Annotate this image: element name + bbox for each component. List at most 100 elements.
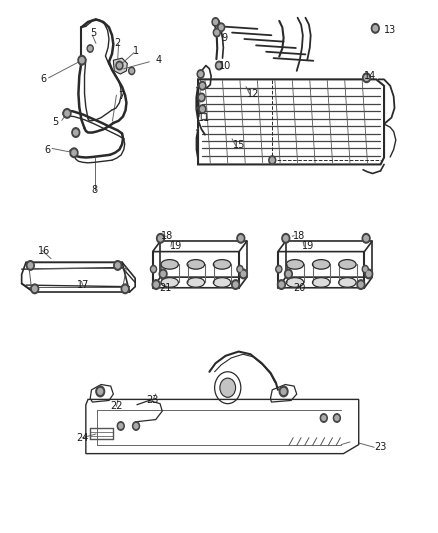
Text: 9: 9 [221, 33, 227, 43]
Circle shape [152, 267, 155, 271]
Circle shape [269, 156, 276, 165]
Circle shape [276, 265, 282, 273]
Text: 23: 23 [146, 395, 159, 406]
Circle shape [219, 25, 223, 30]
Ellipse shape [161, 278, 178, 287]
Text: 10: 10 [219, 61, 231, 70]
Text: 15: 15 [233, 140, 246, 150]
Circle shape [80, 58, 84, 63]
Circle shape [197, 70, 204, 78]
Circle shape [286, 271, 290, 277]
Ellipse shape [286, 278, 304, 287]
Ellipse shape [312, 278, 330, 287]
Circle shape [88, 46, 92, 51]
Circle shape [218, 23, 225, 31]
Circle shape [363, 73, 371, 83]
Circle shape [362, 233, 370, 243]
Text: 22: 22 [110, 401, 123, 411]
Circle shape [32, 286, 37, 292]
Circle shape [201, 83, 205, 88]
Text: 11: 11 [198, 112, 210, 123]
Text: 17: 17 [77, 280, 89, 290]
Text: 12: 12 [247, 88, 260, 99]
Circle shape [161, 271, 165, 277]
Circle shape [212, 18, 219, 26]
Circle shape [373, 26, 378, 31]
Circle shape [371, 23, 379, 33]
Circle shape [150, 265, 156, 273]
Ellipse shape [161, 260, 178, 269]
Text: 6: 6 [45, 144, 51, 155]
Circle shape [134, 424, 138, 429]
Text: 14: 14 [364, 71, 376, 81]
Circle shape [237, 265, 243, 273]
Circle shape [282, 233, 290, 243]
Circle shape [285, 269, 292, 279]
Circle shape [199, 105, 206, 114]
Circle shape [152, 280, 160, 289]
Circle shape [117, 422, 124, 430]
Circle shape [281, 389, 286, 394]
Circle shape [220, 378, 236, 397]
Circle shape [26, 261, 34, 270]
Circle shape [121, 284, 129, 294]
Text: 2: 2 [115, 38, 121, 48]
Circle shape [233, 282, 238, 287]
Circle shape [133, 422, 140, 430]
Circle shape [114, 261, 122, 270]
Circle shape [96, 386, 105, 397]
Ellipse shape [286, 260, 304, 269]
Text: 6: 6 [40, 74, 46, 84]
Circle shape [31, 284, 39, 294]
Text: 5: 5 [90, 28, 96, 38]
Circle shape [215, 30, 219, 35]
Circle shape [239, 236, 243, 241]
Ellipse shape [213, 278, 231, 287]
Circle shape [98, 389, 102, 394]
Circle shape [116, 61, 123, 70]
Circle shape [198, 93, 205, 102]
Circle shape [65, 111, 69, 116]
Polygon shape [113, 58, 127, 74]
Text: 20: 20 [293, 283, 306, 293]
Circle shape [72, 128, 80, 138]
Text: 21: 21 [159, 283, 172, 293]
Circle shape [154, 282, 158, 287]
Ellipse shape [312, 260, 330, 269]
Text: 1: 1 [133, 46, 139, 56]
Circle shape [215, 61, 223, 70]
Circle shape [70, 148, 78, 158]
Text: 19: 19 [170, 241, 182, 251]
Text: 23: 23 [374, 442, 386, 452]
Ellipse shape [339, 260, 356, 269]
Circle shape [359, 282, 363, 287]
Circle shape [200, 95, 204, 100]
Circle shape [78, 55, 86, 65]
Circle shape [119, 424, 123, 429]
Circle shape [63, 109, 71, 118]
Circle shape [364, 236, 368, 241]
Circle shape [322, 416, 326, 421]
Circle shape [232, 280, 240, 289]
Circle shape [240, 269, 247, 279]
Ellipse shape [213, 260, 231, 269]
Circle shape [320, 414, 327, 422]
Circle shape [367, 271, 371, 277]
Circle shape [28, 263, 32, 268]
Text: 5: 5 [52, 117, 58, 127]
Circle shape [335, 416, 339, 421]
Circle shape [238, 267, 242, 271]
Text: 8: 8 [92, 185, 98, 196]
Circle shape [130, 69, 133, 73]
Circle shape [199, 72, 203, 76]
Circle shape [364, 267, 367, 271]
Circle shape [117, 63, 121, 68]
Text: 24: 24 [77, 433, 89, 443]
Circle shape [279, 282, 283, 287]
Circle shape [158, 236, 162, 241]
Circle shape [214, 20, 217, 25]
Text: 7: 7 [119, 91, 125, 101]
Circle shape [365, 269, 373, 279]
Text: 19: 19 [302, 241, 314, 251]
Text: 18: 18 [293, 231, 305, 241]
